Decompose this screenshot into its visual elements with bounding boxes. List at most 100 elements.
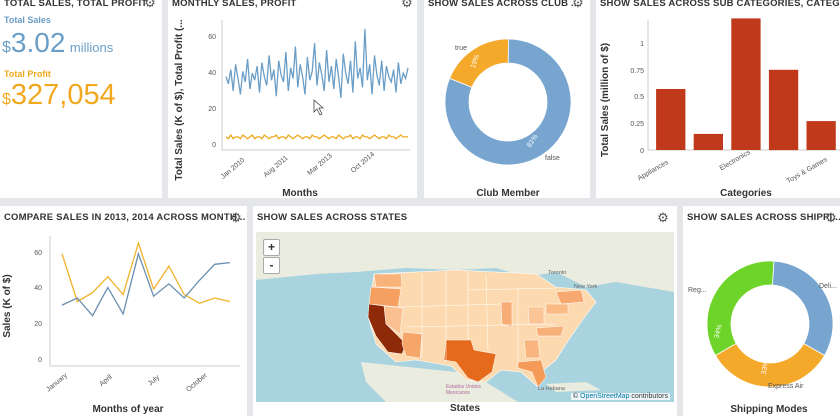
attribution-suffix: contributors	[631, 393, 668, 400]
club-chart[interactable]: true false 19% 81% Club Member	[424, 0, 590, 198]
subcat-card: SHOW SALES ACROSS SUB CATEGORIES, CATEGO…	[596, 0, 840, 198]
subcat-ytick: 0	[640, 148, 644, 155]
bar	[768, 69, 799, 151]
donut-slice-2	[714, 342, 826, 388]
shipping-settings-gear-icon[interactable]: ⚙	[825, 210, 837, 225]
shipping-regular-pct: 34%	[713, 324, 723, 339]
states-xlabel: States	[449, 403, 480, 414]
subcat-ytick: 1	[640, 41, 644, 48]
total-profit-value: $327,054	[2, 79, 116, 112]
states-card-title: SHOW SALES ACROSS STATES	[257, 212, 408, 223]
shipping-express-pct: 33%	[761, 360, 770, 375]
state-florida	[517, 359, 547, 388]
state-north-carolina	[535, 325, 565, 337]
subcat-card-title: SHOW SALES ACROSS SUB CATEGORIES, CATEGO…	[600, 0, 840, 9]
donut-slice-1	[444, 38, 572, 166]
map-label-mexico: Estados Unidos Mexicanos	[446, 384, 482, 396]
zoom-out-button[interactable]: -	[263, 257, 280, 274]
shipping-xlabel: Shipping Modes	[730, 404, 808, 415]
series-line-0	[225, 28, 409, 98]
state-illinois	[500, 301, 513, 328]
monthly-ytick: 20	[208, 106, 216, 113]
shipping-express-label: Express Air	[768, 383, 804, 390]
monthly-settings-gear-icon[interactable]: ⚙	[401, 0, 413, 10]
compare-chart[interactable]: Sales (K of $) 0 20 40 60 January April …	[0, 206, 247, 416]
kpi-card-title: TOTAL SALES, TOTAL PROFIT	[4, 0, 148, 9]
monthly-xtick: Jan 2010	[220, 157, 247, 181]
state-pennsylvania	[545, 303, 569, 315]
series-line-1	[225, 133, 408, 140]
compare-xlabel: Months of year	[92, 404, 163, 415]
subcat-ytick: 0.25	[630, 121, 644, 128]
shipping-regular-label: Reg...	[688, 287, 707, 294]
subcat-ytick: 0.75	[630, 68, 644, 75]
kpi-settings-gear-icon[interactable]: ⚙	[144, 0, 156, 10]
state-newyork	[555, 289, 585, 305]
state-washington	[373, 273, 403, 288]
club-card-title: SHOW SALES ACROSS CLUB ...	[428, 0, 580, 9]
subcat-y-ticks: 0 0.25 0.5 0.75 1	[630, 41, 644, 155]
compare-xtick: January	[45, 372, 69, 394]
state-ohio	[527, 306, 545, 325]
subcat-ylabel: Total Sales (million of $)	[600, 43, 611, 157]
monthly-plot-area	[225, 28, 409, 140]
club-true-pct: 19%	[470, 54, 481, 70]
compare-card: COMPARE SALES IN 2013, 2014 ACROSS MONTH…	[0, 206, 247, 416]
subcat-bars	[656, 18, 836, 151]
map-label-toronto: Toronto	[548, 270, 567, 276]
compare-xtick: October	[185, 372, 209, 394]
subcat-ytick: 0.5	[634, 94, 644, 101]
monthly-xtick: Mar 2013	[306, 153, 333, 177]
compare-xtick: July	[147, 374, 161, 388]
states-settings-gear-icon[interactable]: ⚙	[657, 210, 669, 225]
bar	[656, 89, 686, 150]
shipping-chart[interactable]: Reg... Deli... Express Air 34% 32% 33% S…	[683, 206, 840, 416]
subcat-chart[interactable]: Total Sales (million of $) 0 0.25 0.5 0.…	[596, 0, 840, 198]
state-georgia	[523, 339, 541, 359]
monthly-xlabel: Months	[282, 188, 318, 198]
series-line-0	[61, 240, 231, 305]
shipping-delivery-pct: 32%	[793, 302, 804, 318]
profit-currency: $	[2, 91, 11, 108]
subcat-xtick: Electronics	[719, 149, 753, 172]
attribution-prefix: ©	[572, 393, 579, 400]
total-sales-value: $3.02 millions	[2, 27, 113, 59]
bar	[806, 121, 836, 150]
openstreetmap-link[interactable]: OpenStreetMap	[580, 393, 630, 400]
compare-xtick: April	[98, 373, 114, 388]
subcat-xtick: Appliances	[637, 159, 671, 182]
cuba-land	[546, 382, 601, 392]
bar	[731, 18, 761, 151]
map-attribution: © OpenStreetMap contributors	[570, 393, 670, 400]
compare-ytick: 0	[38, 357, 42, 364]
compare-ytick: 40	[34, 285, 42, 292]
monthly-card-title: MONTHLY SALES, PROFIT	[172, 0, 297, 9]
total-sales-label: Total Sales	[4, 15, 51, 25]
compare-x-ticks: January April July October	[45, 372, 209, 394]
canada-land	[256, 232, 674, 292]
sales-unit: millions	[69, 40, 114, 55]
zoom-in-button[interactable]: +	[263, 239, 280, 256]
compare-settings-gear-icon[interactable]: ⚙	[230, 210, 242, 225]
profit-amount: 327,054	[10, 79, 116, 111]
subcat-x-ticks: Appliances Electronics Toys & Games	[637, 149, 829, 185]
shipping-card: SHOW SALES ACROSS SHIPPI... ⚙ Reg... Del…	[683, 206, 840, 416]
states-card: SHOW SALES ACROSS STATES ⚙	[253, 206, 677, 416]
club-true-label: true	[455, 45, 467, 52]
states-map[interactable]: + - Toronto New York Estados Unidos Mexi…	[256, 232, 674, 402]
shipping-donut	[706, 260, 834, 388]
compare-ylabel: Sales (K of $)	[2, 274, 13, 337]
state-oregon	[368, 286, 402, 308]
sales-currency: $	[2, 39, 11, 56]
compare-ytick: 20	[34, 321, 42, 328]
map-label-havana: La Habana	[538, 386, 565, 392]
monthly-ytick: 60	[208, 34, 216, 41]
monthly-chart[interactable]: Total Sales (K of $), Total Profit (... …	[168, 0, 417, 198]
club-donut	[444, 38, 572, 166]
kpi-card: TOTAL SALES, TOTAL PROFIT ⚙ Total Sales …	[0, 0, 162, 198]
club-xlabel: Club Member	[476, 188, 539, 198]
shipping-delivery-label: Deli...	[819, 283, 837, 290]
monthly-card: MONTHLY SALES, PROFIT ⚙ Total Sales (K o…	[168, 0, 417, 198]
club-settings-gear-icon[interactable]: ⚙	[572, 0, 584, 10]
subcat-xlabel: Categories	[720, 188, 772, 198]
